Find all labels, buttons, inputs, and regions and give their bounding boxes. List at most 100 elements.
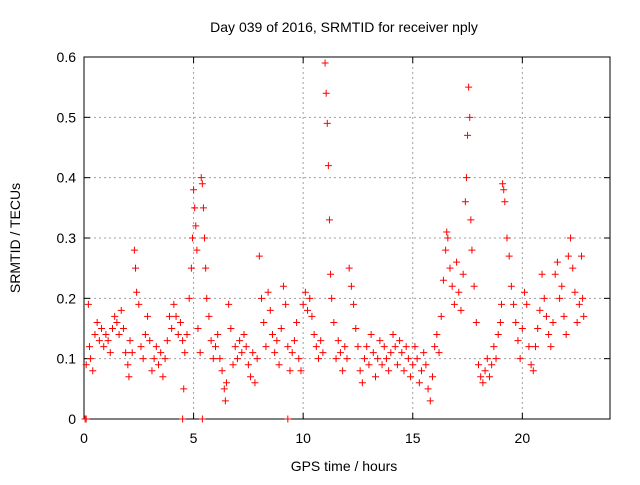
data-point xyxy=(424,385,432,393)
data-point xyxy=(100,343,108,351)
data-point xyxy=(93,318,101,326)
data-point xyxy=(137,343,145,351)
data-point xyxy=(499,180,507,188)
data-point xyxy=(418,367,426,375)
data-point xyxy=(431,343,439,351)
data-point xyxy=(575,300,583,308)
data-point xyxy=(404,355,412,363)
data-point xyxy=(413,355,421,363)
data-point xyxy=(534,325,542,332)
data-point xyxy=(468,246,476,254)
data-point xyxy=(288,349,296,357)
y-tick-label: 0.4 xyxy=(57,170,77,186)
data-point xyxy=(516,355,524,363)
data-point xyxy=(341,343,349,351)
data-point xyxy=(579,294,587,302)
data-point xyxy=(266,306,274,314)
data-point xyxy=(157,349,165,357)
data-point xyxy=(567,234,575,242)
data-point xyxy=(117,306,125,314)
data-point xyxy=(141,331,149,339)
data-point xyxy=(181,349,189,357)
data-point xyxy=(273,337,281,345)
data-point xyxy=(233,355,241,363)
data-point xyxy=(470,282,478,290)
data-point xyxy=(179,415,187,423)
data-point xyxy=(115,331,123,339)
data-point xyxy=(327,270,335,278)
data-point xyxy=(91,331,99,339)
data-point xyxy=(111,312,119,320)
data-point xyxy=(312,343,320,351)
data-point xyxy=(168,325,176,332)
data-point xyxy=(82,361,90,369)
data-point xyxy=(231,343,239,351)
data-point xyxy=(198,180,206,188)
data-point xyxy=(492,355,500,363)
data-point xyxy=(159,373,167,381)
data-point xyxy=(467,216,475,224)
data-point xyxy=(146,337,154,345)
data-point xyxy=(132,264,140,272)
data-point xyxy=(400,367,408,375)
data-point xyxy=(494,331,502,339)
data-point xyxy=(290,337,298,345)
data-point xyxy=(376,337,384,345)
data-point xyxy=(505,252,513,260)
data-point xyxy=(446,264,454,272)
data-point xyxy=(180,385,188,393)
data-point xyxy=(238,349,246,357)
data-point xyxy=(240,331,248,339)
data-point xyxy=(336,349,344,357)
data-point xyxy=(411,343,419,351)
data-point xyxy=(163,337,171,345)
data-point xyxy=(196,349,204,357)
chart-title: Day 039 of 2016, SRMTID for receiver npl… xyxy=(210,19,478,35)
y-tick-label: 0 xyxy=(68,411,76,427)
data-point xyxy=(191,204,199,212)
data-point xyxy=(133,288,141,296)
data-point xyxy=(183,331,191,339)
data-point xyxy=(387,349,395,357)
data-point xyxy=(262,343,270,351)
data-point xyxy=(218,367,226,375)
data-point xyxy=(108,325,116,332)
data-point xyxy=(369,349,377,357)
y-tick-label: 0.6 xyxy=(57,49,77,65)
data-point xyxy=(350,300,358,308)
data-point xyxy=(128,349,136,357)
data-point xyxy=(188,234,196,242)
data-point xyxy=(547,343,555,351)
data-point xyxy=(518,325,526,332)
data-point xyxy=(258,294,266,302)
data-point xyxy=(297,367,305,375)
data-point xyxy=(106,349,114,357)
data-point xyxy=(553,258,561,266)
data-point xyxy=(282,300,290,308)
data-point xyxy=(244,361,252,369)
data-point xyxy=(407,373,415,381)
data-point xyxy=(525,343,533,351)
y-tick-label: 0.5 xyxy=(57,109,77,125)
data-point xyxy=(277,325,285,332)
data-point xyxy=(514,337,522,345)
data-point xyxy=(439,276,447,284)
data-point xyxy=(216,355,224,363)
x-tick-label: 5 xyxy=(190,430,198,446)
data-point xyxy=(334,337,342,345)
data-point xyxy=(304,306,312,314)
data-point xyxy=(459,270,467,278)
data-point xyxy=(190,186,198,194)
data-point xyxy=(176,318,184,326)
data-point xyxy=(457,306,465,314)
data-point xyxy=(485,373,493,381)
data-point xyxy=(174,331,182,339)
data-point xyxy=(531,343,539,351)
data-point xyxy=(317,337,325,345)
data-point xyxy=(488,361,496,369)
data-point xyxy=(170,300,178,308)
y-tick-label: 0.2 xyxy=(57,290,77,306)
data-point xyxy=(268,331,276,339)
data-point xyxy=(363,343,371,351)
